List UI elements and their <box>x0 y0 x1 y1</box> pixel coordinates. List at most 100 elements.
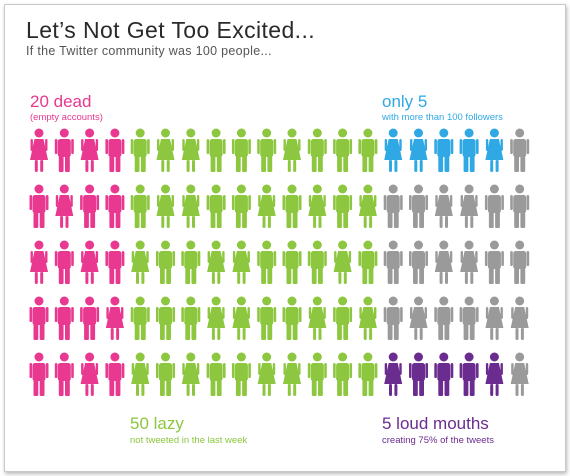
lazy-headline: 50 lazy <box>130 414 184 433</box>
person-icon-dead <box>54 296 74 340</box>
person-icon-dead <box>54 240 74 284</box>
person-icon-other <box>485 296 504 340</box>
dead-headline: 20 dead <box>30 92 92 111</box>
person-icon-other <box>459 296 479 340</box>
person-icon-other <box>434 240 453 284</box>
person-icon-lazy <box>130 128 150 172</box>
person-icon-lazy <box>358 240 378 284</box>
person-icon-other <box>460 184 479 228</box>
person-icon-lazy <box>358 184 377 228</box>
person-icon-dead <box>80 128 99 172</box>
person-icon-lazy <box>333 128 353 172</box>
person-icon-lazy <box>257 184 276 228</box>
person-icon-other <box>409 240 428 284</box>
person-icon-only <box>434 128 454 172</box>
person-icon-dead <box>105 128 125 172</box>
person-icon-lazy <box>181 184 200 228</box>
person-icon-lazy <box>307 240 327 284</box>
person-icon-dead <box>29 296 49 340</box>
loud-detail: creating 75% of the tweets <box>382 435 494 446</box>
person-icon-dead <box>30 240 48 284</box>
page-subtitle: If the Twitter community was 100 people.… <box>26 44 272 58</box>
person-icon-lazy <box>358 352 378 396</box>
person-icon-only <box>384 128 403 172</box>
person-icon-lazy <box>206 128 226 172</box>
person-icon-lazy <box>206 184 226 228</box>
person-icon-other <box>383 296 403 340</box>
person-icon-dead <box>105 296 124 340</box>
person-icon-lazy <box>181 352 200 396</box>
person-icon-other <box>434 184 453 228</box>
person-icon-dead <box>54 128 74 172</box>
person-icon-loud <box>459 352 479 396</box>
person-icon-dead <box>80 352 99 396</box>
person-icon-dead <box>80 240 99 284</box>
person-icon-dead <box>80 296 100 340</box>
person-icon-dead <box>105 352 125 396</box>
person-icon-lazy <box>283 352 301 396</box>
person-icon-other <box>510 240 530 284</box>
person-icon-lazy <box>282 296 302 340</box>
person-icon-lazy <box>308 296 327 340</box>
person-icon-lazy <box>231 128 251 172</box>
person-icon-lazy <box>257 240 277 284</box>
person-icon-other <box>460 240 479 284</box>
person-icon-lazy <box>307 128 327 172</box>
person-icon-lazy <box>257 296 277 340</box>
person-icon-loud <box>384 352 403 396</box>
person-icon-lazy <box>130 296 150 340</box>
loud-headline: 5 loud mouths <box>382 414 489 433</box>
person-icon-lazy <box>308 184 327 228</box>
person-icon-loud <box>409 352 428 396</box>
person-icon-lazy <box>231 352 251 396</box>
person-icon-lazy <box>181 296 201 340</box>
person-icon-lazy <box>156 128 175 172</box>
person-icon-lazy <box>257 128 277 172</box>
person-icon-only <box>409 128 428 172</box>
person-icon-lazy <box>307 352 327 396</box>
person-icon-lazy <box>156 296 175 340</box>
person-icon-lazy <box>130 184 150 228</box>
person-icon-lazy <box>231 184 251 228</box>
person-icon-lazy <box>358 296 377 340</box>
person-icon-other <box>484 184 504 228</box>
person-icon-lazy <box>207 296 226 340</box>
person-icon-dead <box>55 184 74 228</box>
popular-detail: with more than 100 followers <box>382 112 503 123</box>
person-icon-lazy <box>232 296 251 340</box>
person-icon-other <box>510 128 530 172</box>
person-icon-lazy <box>358 128 378 172</box>
person-icon-lazy <box>131 352 150 396</box>
person-icon-other <box>383 240 403 284</box>
person-icon-lazy <box>156 240 175 284</box>
person-icon-lazy <box>131 240 150 284</box>
person-icon-other <box>484 240 504 284</box>
person-icon-other <box>383 184 403 228</box>
person-icon-lazy <box>207 240 226 284</box>
person-icon-lazy <box>282 184 302 228</box>
page-title: Let’s Not Get Too Excited... <box>26 17 316 43</box>
person-icon-dead <box>105 240 125 284</box>
person-icon-lazy <box>206 352 226 396</box>
person-icon-other <box>510 184 530 228</box>
person-icon-lazy <box>282 240 302 284</box>
person-icon-only <box>459 128 479 172</box>
person-icon-other <box>510 296 529 340</box>
person-icon-other <box>510 352 529 396</box>
person-icon-lazy <box>181 128 200 172</box>
person-icon-lazy <box>232 240 251 284</box>
person-icon-lazy <box>156 184 175 228</box>
person-icon-lazy <box>257 352 276 396</box>
lazy-detail: not tweeted in the last week <box>130 435 248 446</box>
person-icon-lazy <box>283 128 301 172</box>
person-icon-dead <box>80 184 100 228</box>
person-icon-dead <box>54 352 74 396</box>
person-icon-only <box>485 128 504 172</box>
person-icon-other <box>434 296 454 340</box>
popular-headline: only 5 <box>382 92 428 111</box>
person-icon-other <box>409 184 428 228</box>
person-icon-other <box>409 296 428 340</box>
person-icon-loud <box>485 352 504 396</box>
person-icon-dead <box>29 352 49 396</box>
person-icon-dead <box>30 128 48 172</box>
